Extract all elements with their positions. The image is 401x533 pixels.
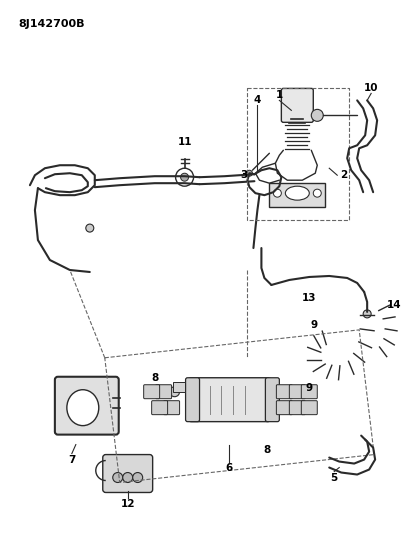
Text: 3: 3: [239, 170, 247, 180]
Text: 6: 6: [225, 463, 233, 473]
Circle shape: [132, 473, 142, 482]
Text: 13: 13: [301, 293, 316, 303]
FancyBboxPatch shape: [163, 401, 179, 415]
Text: 10: 10: [363, 83, 377, 93]
FancyBboxPatch shape: [289, 385, 304, 399]
Ellipse shape: [169, 387, 179, 397]
Text: 8J142700B: 8J142700B: [18, 19, 84, 29]
Circle shape: [362, 310, 370, 318]
Bar: [172, 382, 184, 392]
FancyBboxPatch shape: [281, 88, 312, 123]
Ellipse shape: [67, 390, 99, 426]
Circle shape: [310, 109, 322, 122]
FancyBboxPatch shape: [187, 378, 271, 422]
Text: 8: 8: [263, 445, 270, 455]
FancyBboxPatch shape: [265, 378, 279, 422]
FancyBboxPatch shape: [301, 385, 316, 399]
Text: 11: 11: [177, 138, 191, 147]
Circle shape: [246, 170, 252, 176]
Text: 4: 4: [253, 95, 260, 106]
FancyBboxPatch shape: [103, 455, 152, 492]
Circle shape: [180, 173, 188, 181]
FancyBboxPatch shape: [143, 385, 159, 399]
Text: 1: 1: [275, 91, 282, 100]
Circle shape: [122, 473, 132, 482]
Text: 9: 9: [310, 320, 317, 330]
FancyBboxPatch shape: [275, 385, 292, 399]
Text: 9: 9: [305, 383, 312, 393]
Circle shape: [85, 224, 93, 232]
Text: 8: 8: [151, 373, 158, 383]
Circle shape: [273, 189, 281, 197]
FancyBboxPatch shape: [289, 401, 304, 415]
Circle shape: [112, 473, 122, 482]
Text: 2: 2: [340, 170, 347, 180]
Text: 14: 14: [386, 300, 401, 310]
FancyBboxPatch shape: [185, 378, 199, 422]
FancyBboxPatch shape: [55, 377, 118, 434]
Text: 5: 5: [330, 473, 337, 482]
FancyBboxPatch shape: [155, 385, 171, 399]
FancyBboxPatch shape: [151, 401, 167, 415]
Text: 7: 7: [68, 455, 75, 465]
Text: 12: 12: [120, 499, 135, 510]
FancyBboxPatch shape: [301, 401, 316, 415]
FancyBboxPatch shape: [275, 401, 292, 415]
Bar: [269, 183, 324, 207]
Circle shape: [312, 189, 320, 197]
Ellipse shape: [285, 186, 308, 200]
